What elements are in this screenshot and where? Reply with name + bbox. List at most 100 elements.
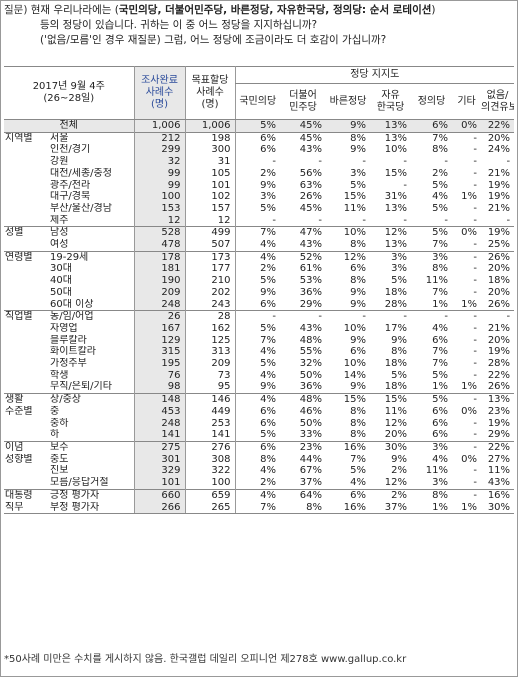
party-value-1: 23%: [280, 440, 327, 454]
target-count: 105: [184, 167, 236, 180]
party-value-2: 5%: [350, 179, 367, 191]
sample-count: 76: [133, 369, 186, 382]
party-value-4: 6%: [411, 119, 453, 133]
party-value-0: 6%: [234, 417, 281, 430]
party-value-1: 48%: [280, 393, 327, 406]
row-group: [4, 370, 48, 382]
party-value-5: 0%: [461, 405, 478, 417]
party-value-4: 6%: [432, 334, 449, 346]
sample-count: 266: [133, 501, 186, 515]
party-value-0: 4%: [234, 239, 281, 252]
party-value-2: 6%: [350, 346, 367, 358]
table-row: 연령별 19-29세 178 173 4% 52% 12% 3% 3% -26%: [4, 250, 515, 264]
party-value-5: -: [473, 202, 478, 214]
party-value-5: -: [473, 369, 478, 381]
party-value-6: 20%: [487, 334, 511, 346]
party-value-5: -: [473, 477, 478, 489]
party-value-5: -: [473, 417, 478, 429]
party-value-0: 5%: [234, 322, 281, 335]
target-count: 31: [184, 156, 236, 168]
sample-count: 453: [133, 405, 186, 418]
party-value-5: -: [473, 465, 478, 477]
question-line-3: ('없음/모름'인 경우 재질문) 그럼, 어느 정당에 조금이라도 더 호감이…: [40, 34, 387, 46]
sample-count: 98: [133, 381, 186, 394]
row-label: 강원: [50, 156, 69, 168]
party-value-3: 18%: [384, 358, 408, 370]
party-value-6: -: [506, 214, 511, 226]
table-row: 중하 248 253 6% 50% 8% 12% 6% -19%: [4, 417, 514, 430]
party-value-4: 3%: [411, 250, 453, 264]
party-value-3: 28%: [384, 298, 408, 310]
party-value-1: 61%: [299, 263, 323, 275]
table-row: 대전/세종/충청 99 105 2% 56% 3% 15% 2% -21%: [4, 167, 514, 180]
target-count: 177: [184, 263, 236, 276]
row-group: [4, 335, 48, 347]
party-value-0: 9%: [234, 179, 281, 192]
row-label: 남성: [48, 226, 135, 240]
party-value-3: 13%: [384, 239, 408, 251]
party-header-1: 더불어 민주당: [280, 83, 327, 120]
party-value-4: 3%: [411, 440, 453, 454]
party-value-5: -: [473, 358, 478, 370]
target-count: 198: [184, 131, 236, 145]
party-value-4: 7%: [432, 239, 449, 251]
party-6-line-2: 의견유보: [481, 101, 514, 113]
sample-count: 209: [133, 286, 186, 299]
party-value-4: 1%: [432, 381, 449, 393]
party-value-5: -: [473, 322, 478, 334]
party-value-1: 53%: [299, 275, 323, 287]
row-group: [4, 346, 48, 358]
party-value-0: 7%: [234, 334, 281, 347]
row-group: [4, 191, 48, 203]
party-value-2: 8%: [350, 417, 367, 429]
party-header-5: 기타: [452, 83, 482, 120]
row-group: [4, 275, 48, 287]
party-value-4: 5%: [432, 179, 449, 191]
party-value-5: 0%: [461, 453, 478, 465]
row-label: 전체: [4, 119, 135, 133]
party-value-6: 26%: [481, 250, 515, 264]
table-row: 대구/경북 100 102 3% 26% 15% 31% 4% 1% 19%: [4, 191, 514, 203]
party-value-6: 21%: [487, 167, 511, 179]
table-row: 50대 209 202 9% 36% 9% 18% 7% -20%: [4, 286, 514, 299]
party-value-5: 1%: [461, 298, 478, 310]
party-value-3: 12%: [384, 477, 408, 489]
party-value-5: -: [452, 440, 482, 454]
row-group: 성별: [4, 226, 48, 240]
header-row-2: 국민의당 더불어민주당 바른정당 자유한국당 정의당 기타 없음/의견유보: [4, 83, 515, 120]
party-value-3: 13%: [370, 131, 412, 145]
party-value-3: 17%: [384, 322, 408, 334]
sample-size-header: 조사완료 사례수 (명): [133, 66, 186, 120]
target-count: 499: [184, 226, 236, 240]
row-label: 60대 이상: [50, 298, 94, 310]
party-value-3: 2%: [391, 465, 408, 477]
party-value-2: 7%: [350, 453, 367, 465]
row-group: 수준별: [5, 405, 33, 417]
party-value-3: 3%: [370, 250, 412, 264]
target-count: 95: [184, 381, 236, 394]
party-value-1: 48%: [299, 334, 323, 346]
row-group: 직업별: [4, 310, 48, 323]
table-row: 부산/울산/경남 153 157 5% 45% 11% 13% 5% -21%: [4, 202, 514, 215]
question-line-1: 질문) 현재 우리나라에는 (국민의당, 더불어민주당, 바른정당, 자유한국당…: [4, 3, 514, 18]
party-header-6: 없음/의견유보: [481, 83, 515, 120]
table-body: 전체 1,006 1,006 5% 45% 9% 13% 6% 0% 22% 지역별 서울 212 198…: [4, 119, 515, 515]
party-1-line-1: 더불어: [289, 89, 317, 101]
table-row: 직업별 농/임/어업 26 28- - - - - - -: [4, 310, 515, 323]
party-value-0: 5%: [234, 358, 281, 370]
party-value-0: 3%: [234, 191, 281, 203]
party-value-0: 6%: [234, 298, 281, 311]
party-value-1: 43%: [299, 144, 323, 156]
party-value-5: -: [473, 179, 478, 191]
party-value-2: 14%: [343, 369, 367, 381]
party-value-5: -: [473, 214, 478, 226]
target-header-line-3: (명): [201, 99, 219, 110]
party-value-2: -: [362, 214, 367, 226]
target-count: 141: [184, 429, 236, 442]
row-group: [4, 263, 48, 275]
party-value-0: 5%: [234, 275, 281, 287]
party-value-3: 12%: [370, 226, 412, 240]
party-header-2: 바른정당: [326, 83, 371, 120]
party-value-1: 33%: [299, 429, 323, 441]
party-value-3: 10%: [384, 144, 408, 156]
